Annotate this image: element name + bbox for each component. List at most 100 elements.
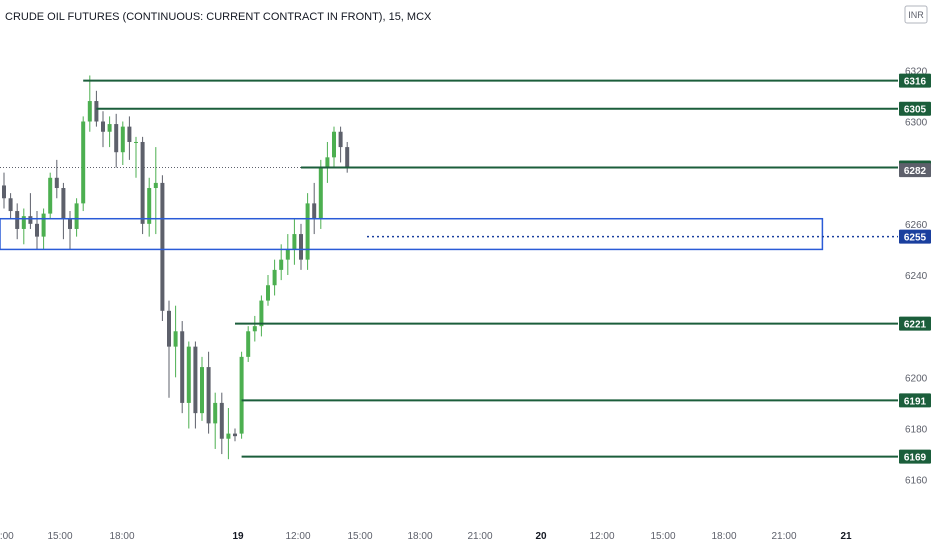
currency-box[interactable] (904, 5, 928, 24)
candle (160, 175, 165, 322)
candle (239, 351, 244, 439)
candle-body (134, 141, 138, 143)
candle-body (8, 198, 13, 212)
candle (48, 172, 53, 219)
candle (35, 211, 39, 250)
candle-body (332, 131, 336, 158)
candle-body (21, 216, 26, 229)
candle-body (246, 331, 251, 357)
candle (140, 136, 145, 235)
candle (246, 326, 251, 362)
x-tick-label: 21:00 (771, 531, 796, 542)
candle-body (186, 346, 191, 403)
candle (120, 121, 125, 165)
candle-body (61, 188, 66, 219)
candle (292, 218, 297, 265)
candle-body (252, 326, 257, 332)
x-tick-label: 18:00 (407, 531, 432, 542)
candle (226, 408, 231, 460)
candle-body (114, 124, 119, 153)
candle-body (180, 331, 185, 403)
y-axis[interactable]: 6320 6300 6260 6240 6200 6180 6160 (905, 66, 928, 486)
candle (127, 116, 132, 160)
candle (332, 126, 336, 168)
candle-body (2, 185, 6, 199)
candle (318, 159, 323, 229)
candle-body (233, 433, 237, 437)
candle-body (101, 121, 105, 132)
candle-body (173, 331, 178, 347)
candle (213, 392, 218, 449)
candles-layer (2, 75, 350, 460)
candle-body (312, 203, 317, 219)
candle-body (305, 203, 310, 260)
candle-body (193, 346, 198, 414)
candle (2, 172, 6, 209)
current-price-badge-bg (899, 163, 931, 178)
candle (180, 321, 185, 414)
y-tick-label: 6300 (905, 118, 928, 129)
candle (153, 147, 158, 235)
candle (87, 75, 92, 132)
candle (259, 295, 264, 337)
candle (28, 193, 33, 229)
price-badges: 63166305628362216191616962826255 (899, 73, 931, 464)
candle (338, 126, 343, 163)
currency-label: INR (908, 10, 924, 20)
x-tick-label: 15:00 (347, 531, 372, 542)
candle-body (35, 223, 39, 237)
candle (107, 116, 112, 148)
candle-body (213, 402, 218, 424)
candle (200, 356, 204, 421)
x-tick-label: 12:00 (589, 531, 614, 542)
candle (147, 177, 152, 237)
level-badge-text: 6221 (904, 320, 927, 331)
candle (272, 259, 277, 296)
candle (134, 136, 138, 178)
level-badge-bg (899, 101, 931, 116)
x-tick-label: 19 (232, 531, 244, 542)
candle (68, 211, 72, 250)
candle (305, 193, 310, 270)
candle (252, 315, 257, 342)
x-tick-label: 18:00 (109, 531, 134, 542)
zone-badge-text: 6255 (904, 233, 927, 244)
x-tick-label: 15:00 (47, 531, 72, 542)
level-badge-text: 6305 (904, 105, 927, 116)
candle (325, 141, 330, 183)
candle-body (41, 213, 46, 237)
candle (173, 305, 178, 378)
candle-body (48, 177, 53, 214)
candle-body (318, 167, 323, 219)
candle-body (87, 101, 92, 122)
candle-body (239, 356, 244, 434)
candle-body (206, 367, 211, 424)
candle (41, 208, 46, 250)
candle (233, 428, 237, 442)
candle (15, 203, 20, 240)
candle-body (345, 147, 350, 168)
candle-body (68, 218, 72, 229)
x-tick-label: 18:00 (711, 531, 736, 542)
chart-title: CRUDE OIL FUTURES (CONTINUOUS: CURRENT C… (5, 11, 432, 23)
candle (285, 234, 290, 275)
y-tick-label: 6160 (905, 476, 928, 487)
candle (21, 208, 26, 245)
candle-body (259, 300, 264, 327)
candle-body (325, 157, 330, 168)
level-badge-bg (899, 449, 931, 464)
candle (193, 341, 198, 429)
level-badge-text: 6169 (904, 453, 927, 464)
candle-body (292, 234, 297, 250)
zone-badge-bg (899, 229, 931, 244)
candle (206, 351, 211, 434)
x-tick-label: 20 (535, 531, 547, 542)
candle (219, 392, 224, 455)
candle (266, 275, 270, 306)
y-tick-label: 6240 (905, 271, 928, 282)
x-axis[interactable]: 2:00 15:00 18:00 19 12:00 15:00 18:00 21:00 20 12… (0, 531, 852, 542)
candle-body (266, 285, 270, 301)
candle-body (127, 126, 132, 142)
candle-body (200, 367, 204, 414)
